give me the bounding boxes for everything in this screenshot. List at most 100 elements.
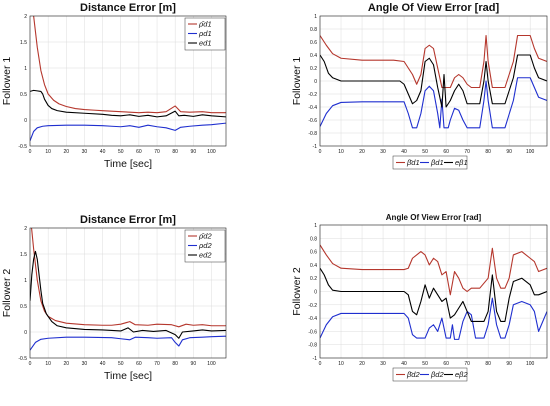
legend-label: ρ̄d1 (198, 20, 212, 29)
panel-angle-error-follower-1: 0 10 20 30 40 50 60 70 80 90 100-1-0.8-0.6-0.4-0.2… (291, 2, 548, 170)
x-tick-label: 30 (380, 149, 386, 155)
y-tick-label: 1.5 (20, 252, 27, 258)
series-line-red (320, 34, 547, 89)
legend-label: eβ1 (455, 158, 468, 167)
y-tick-label: -0.2 (308, 92, 317, 98)
x-tick-label: 10 (338, 149, 344, 155)
y-tick-label: -0.6 (308, 118, 317, 124)
series-line-black (30, 250, 226, 339)
x-tick-label: 90 (191, 361, 197, 367)
y-tick-label: 1 (24, 66, 27, 72)
x-tick-label: 20 (359, 361, 365, 367)
legend-label: ρd1 (198, 29, 212, 38)
x-tick-label: 50 (422, 361, 428, 367)
legend: β̄d1 βd1 eβ1 (392, 155, 468, 170)
legend-label: βd1 (430, 158, 444, 167)
x-tick-label: 100 (526, 149, 535, 155)
x-tick-label: 50 (422, 149, 428, 155)
axes-frame (319, 224, 548, 359)
x-tick-label: 40 (401, 149, 407, 155)
x-tick-label: 20 (64, 361, 70, 367)
series-line-blue (320, 77, 547, 129)
x-tick-label: 70 (154, 361, 160, 367)
y-tick-label: 0 (314, 290, 317, 296)
y-tick-label: 0.8 (310, 236, 317, 242)
x-tick-label: 50 (118, 361, 124, 367)
y-tick-label: 0 (24, 330, 27, 336)
x-tick-label: 40 (100, 361, 106, 367)
x-tick-label: 70 (464, 149, 470, 155)
x-tick-label: 70 (464, 361, 470, 367)
x-axis-label: Time [sec] (104, 370, 152, 382)
legend-label: ed1 (199, 39, 212, 48)
y-tick-label: 1.5 (20, 40, 27, 46)
legend-label: β̄d2 (406, 370, 420, 379)
legend-label: β̄d1 (406, 158, 420, 167)
x-tick-label: 50 (118, 149, 124, 155)
series-line-black (30, 89, 226, 118)
x-tick-label: 10 (45, 361, 51, 367)
y-tick-label: 0.4 (310, 53, 317, 59)
y-tick-label: 0.8 (310, 27, 317, 33)
x-tick-label: 70 (154, 149, 160, 155)
x-tick-label: 80 (485, 149, 491, 155)
x-tick-label: 100 (207, 149, 216, 155)
y-tick-label: 1 (314, 223, 317, 229)
legend-label: βd2 (430, 370, 444, 379)
y-axis-label: Follower 2 (291, 267, 303, 316)
legend-box (392, 155, 468, 170)
legend-label: eβ2 (455, 370, 468, 379)
x-tick-label: 90 (506, 361, 512, 367)
legend-label: ρ̄d2 (198, 232, 212, 241)
y-tick-label: 0 (314, 79, 317, 85)
x-tick-label: 80 (172, 149, 178, 155)
y-axis-label: Follower 1 (1, 57, 13, 106)
x-tick-label: 100 (207, 361, 216, 367)
x-axis-label: Time [sec] (104, 158, 152, 170)
y-tick-label: -1 (313, 356, 318, 362)
series-line-red (320, 244, 547, 296)
x-tick-label: 0 (29, 149, 32, 155)
series-line-blue (320, 297, 547, 340)
y-tick-label: -0.8 (308, 131, 317, 137)
y-tick-label: -0.8 (308, 343, 317, 349)
x-tick-label: 10 (338, 361, 344, 367)
y-tick-label: -0.4 (308, 105, 317, 111)
x-tick-label: 60 (443, 149, 449, 155)
x-tick-label: 30 (82, 149, 88, 155)
y-axis-label: Follower 2 (1, 269, 13, 318)
x-tick-label: 90 (506, 149, 512, 155)
y-tick-label: -0.5 (18, 356, 27, 362)
y-tick-label: 0.4 (310, 263, 317, 269)
x-tick-label: 60 (136, 149, 142, 155)
y-tick-label: 2 (24, 226, 27, 232)
y-tick-label: 0.5 (20, 92, 27, 98)
x-tick-label: 60 (136, 361, 142, 367)
y-tick-label: 0.5 (20, 304, 27, 310)
legend-label: ed2 (199, 251, 212, 260)
chart-title: Angle Of View Error [rad] (386, 213, 482, 222)
x-tick-label: 80 (172, 361, 178, 367)
chart-title: Distance Error [m] (80, 214, 176, 226)
x-tick-label: 40 (100, 149, 106, 155)
legend-box (392, 367, 468, 382)
series-line-blue (30, 122, 226, 141)
y-tick-label: -0.4 (308, 316, 317, 322)
legend-label: ρd2 (198, 241, 212, 250)
y-axis-label: Follower 1 (291, 57, 303, 106)
y-tick-label: -0.2 (308, 303, 317, 309)
x-tick-label: 0 (319, 361, 322, 367)
x-tick-label: 40 (401, 361, 407, 367)
panel-distance-error-follower-2: 0 10 20 30 40 50 60 70 80 90 100-0.500.511.52Dista… (1, 214, 227, 382)
x-tick-label: 80 (485, 361, 491, 367)
axes-frame (29, 227, 227, 359)
x-tick-label: 60 (443, 361, 449, 367)
y-tick-label: 1 (24, 278, 27, 284)
axes-frame (29, 15, 227, 147)
x-tick-label: 0 (319, 149, 322, 155)
legend: β̄d2 βd2 eβ2 (392, 367, 468, 382)
y-tick-label: 0.2 (310, 276, 317, 282)
